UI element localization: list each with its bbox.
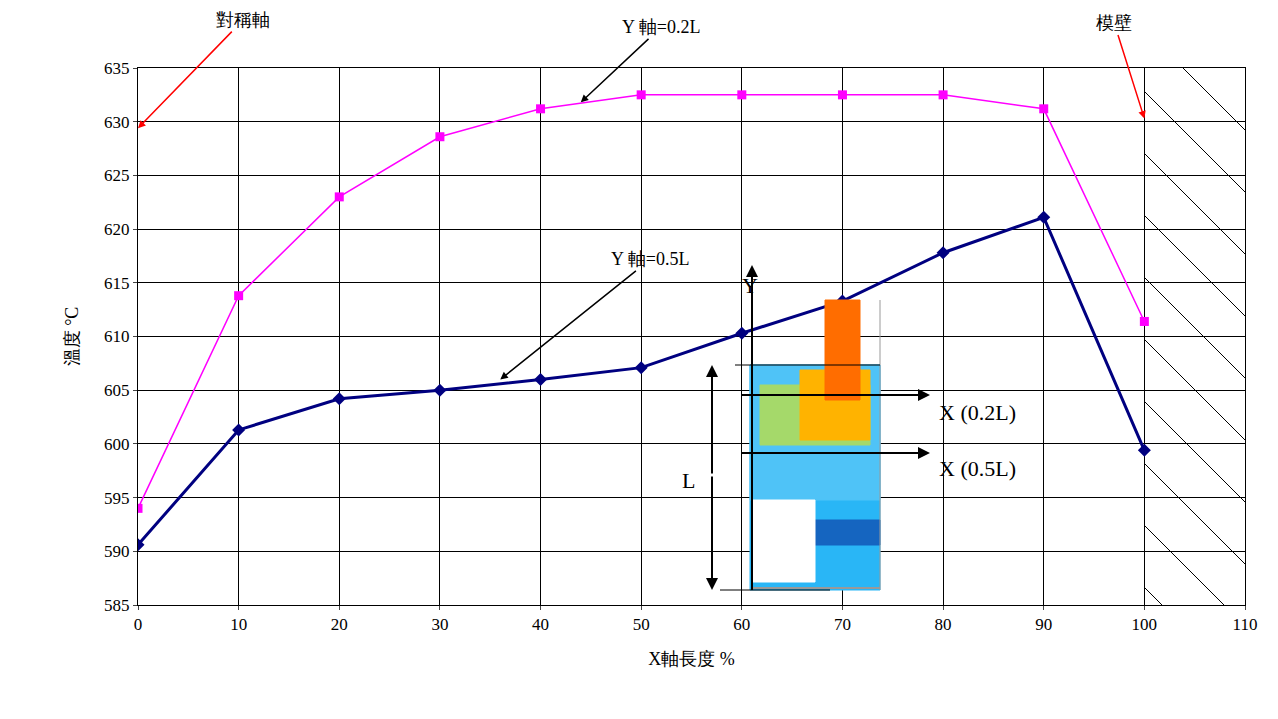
svg-text:Y 軸=0.5L: Y 軸=0.5L bbox=[611, 249, 689, 269]
svg-text:60: 60 bbox=[733, 615, 750, 634]
svg-text:605: 605 bbox=[104, 381, 130, 400]
svg-text:X軸長度 %: X軸長度 % bbox=[648, 649, 735, 669]
svg-text:Y 軸=0.2L: Y 軸=0.2L bbox=[622, 17, 700, 37]
svg-text:600: 600 bbox=[104, 435, 130, 454]
svg-text:對稱軸: 對稱軸 bbox=[216, 10, 270, 30]
svg-text:110: 110 bbox=[1233, 615, 1258, 634]
svg-text:X (0.5L): X (0.5L) bbox=[939, 456, 1016, 481]
svg-text:595: 595 bbox=[104, 489, 130, 508]
svg-text:70: 70 bbox=[834, 615, 851, 634]
svg-text:90: 90 bbox=[1035, 615, 1052, 634]
svg-text:610: 610 bbox=[104, 327, 130, 346]
svg-text:625: 625 bbox=[104, 166, 130, 185]
svg-text:620: 620 bbox=[104, 220, 130, 239]
svg-text:模壁: 模壁 bbox=[1096, 13, 1132, 33]
svg-text:溫度 °C: 溫度 °C bbox=[62, 307, 82, 367]
svg-text:L: L bbox=[682, 468, 695, 493]
svg-text:80: 80 bbox=[935, 615, 952, 634]
svg-text:615: 615 bbox=[104, 274, 130, 293]
svg-text:40: 40 bbox=[532, 615, 549, 634]
svg-text:Y: Y bbox=[742, 273, 758, 298]
svg-text:635: 635 bbox=[104, 59, 130, 78]
svg-text:630: 630 bbox=[104, 113, 130, 132]
svg-text:X (0.2L): X (0.2L) bbox=[939, 400, 1016, 425]
svg-text:100: 100 bbox=[1132, 615, 1158, 634]
svg-text:50: 50 bbox=[633, 615, 650, 634]
svg-text:0: 0 bbox=[134, 615, 143, 634]
svg-text:10: 10 bbox=[230, 615, 247, 634]
svg-text:585: 585 bbox=[104, 596, 130, 615]
svg-text:590: 590 bbox=[104, 542, 130, 561]
svg-text:30: 30 bbox=[431, 615, 448, 634]
svg-text:20: 20 bbox=[331, 615, 348, 634]
